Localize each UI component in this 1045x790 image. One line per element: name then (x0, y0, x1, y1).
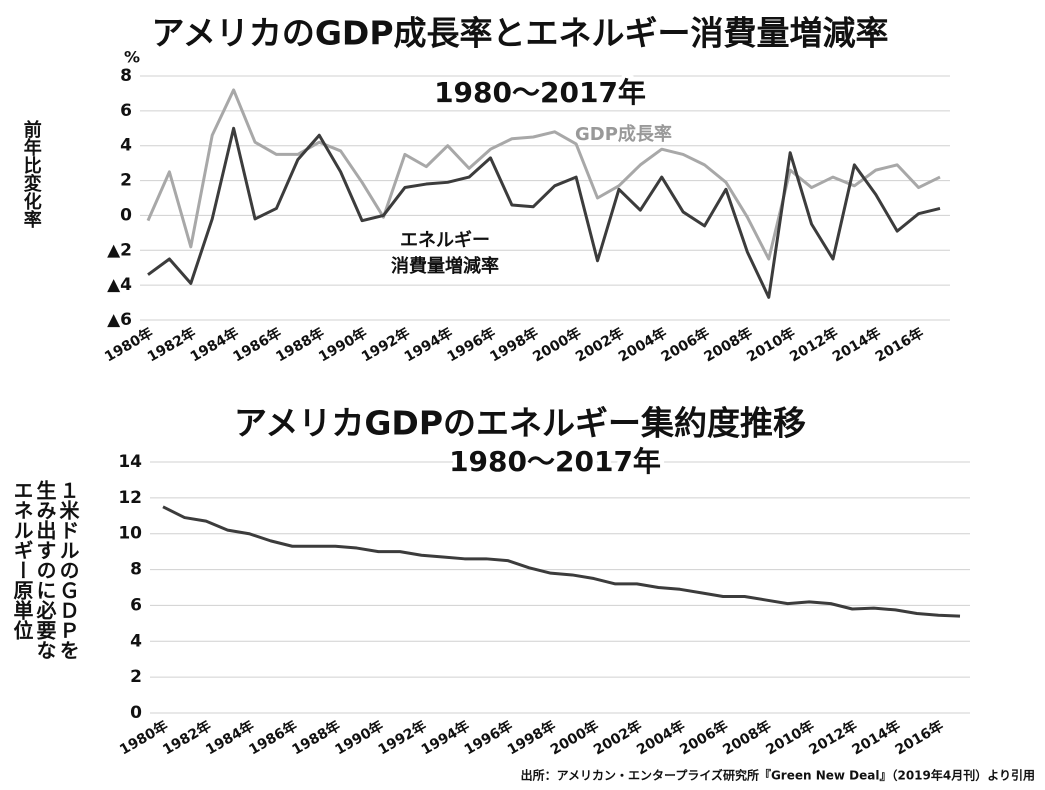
x-tick-label: 1998年 (487, 324, 541, 365)
x-tick-label: 2010年 (763, 717, 817, 758)
x-tick-label: 2004年 (615, 324, 669, 365)
y-tick-label: 2 (130, 667, 142, 687)
x-tick-label: 2012年 (806, 717, 860, 758)
y-tick-label: ▲4 (107, 275, 132, 295)
x-tick-label: 1996年 (444, 324, 498, 365)
x-tick-label: 1984年 (187, 324, 241, 365)
y-axis-label: １米ドルのＧＤＰを 生み出すのに必要な エネルギー原単位 (10, 480, 80, 660)
y-tick-label: 14 (118, 452, 142, 472)
x-tick-label: 1984年 (203, 717, 257, 758)
x-tick-label: 2002年 (573, 324, 627, 365)
y-tick-label: 0 (130, 703, 142, 723)
x-tick-label: 2006年 (677, 717, 731, 758)
y-tick-label: ▲6 (107, 310, 132, 330)
x-tick-label: 1988年 (273, 324, 327, 365)
x-tick-label: 2010年 (744, 324, 798, 365)
line-series (146, 88, 941, 261)
x-tick-label: 2000年 (530, 324, 584, 365)
x-tick-label: 1980年 (102, 324, 156, 365)
x-tick-label: 1982年 (160, 717, 214, 758)
x-tick-label: 2008年 (701, 324, 755, 365)
y-tick-label: 4 (130, 631, 142, 651)
source-note: 出所：アメリカン・エンタープライズ研究所『Green New Deal』（201… (521, 768, 1035, 783)
chart-title: アメリカのGDP成長率とエネルギー消費量増減率 (151, 14, 888, 53)
y-tick-label: 6 (130, 595, 142, 615)
y-tick-label: 0 (120, 205, 132, 225)
x-tick-label: 2008年 (720, 717, 774, 758)
series-label: GDP成長率 (575, 124, 672, 145)
unit-label: % (124, 48, 140, 67)
x-tick-label: 2016年 (872, 324, 926, 365)
x-tick-label: 1992年 (375, 717, 429, 758)
series-label: エネルギー 消費量増減率 (391, 230, 499, 278)
y-tick-label: 12 (118, 488, 142, 508)
chart-subtitle: 1980～2017年 (434, 76, 646, 109)
line-series (147, 126, 941, 299)
x-tick-label: 2012年 (787, 324, 841, 365)
x-tick-label: 1982年 (144, 324, 198, 365)
y-tick-label: 10 (118, 524, 142, 544)
y-axis-label: 前年比変化率 (20, 120, 42, 228)
x-tick-label: 1988年 (289, 717, 343, 758)
x-tick-label: 1980年 (117, 717, 171, 758)
y-tick-label: ▲2 (107, 240, 132, 260)
y-tick-label: 8 (120, 66, 132, 86)
x-tick-label: 1998年 (504, 717, 558, 758)
x-tick-label: 1990年 (316, 324, 370, 365)
x-tick-label: 1992年 (358, 324, 412, 365)
x-tick-label: 1994年 (418, 717, 472, 758)
x-tick-label: 2016年 (892, 717, 946, 758)
y-tick-label: 2 (120, 171, 132, 191)
y-tick-label: 4 (120, 136, 132, 156)
x-tick-label: 2000年 (547, 717, 601, 758)
chart-title: アメリカGDPのエネルギー集約度推移 (234, 404, 806, 443)
x-tick-label: 2006年 (658, 324, 712, 365)
x-tick-label: 1986年 (230, 324, 284, 365)
x-tick-label: 2014年 (849, 717, 903, 758)
y-tick-label: 8 (130, 560, 142, 580)
x-tick-label: 1994年 (401, 324, 455, 365)
chart-subtitle: 1980～2017年 (449, 445, 661, 478)
x-tick-label: 2004年 (634, 717, 688, 758)
x-tick-label: 1990年 (332, 717, 386, 758)
line-series (162, 505, 961, 618)
x-tick-label: 2002年 (591, 717, 645, 758)
y-tick-label: 6 (120, 101, 132, 121)
x-tick-label: 2014年 (829, 324, 883, 365)
x-tick-label: 1986年 (246, 717, 300, 758)
x-tick-label: 1996年 (461, 717, 515, 758)
